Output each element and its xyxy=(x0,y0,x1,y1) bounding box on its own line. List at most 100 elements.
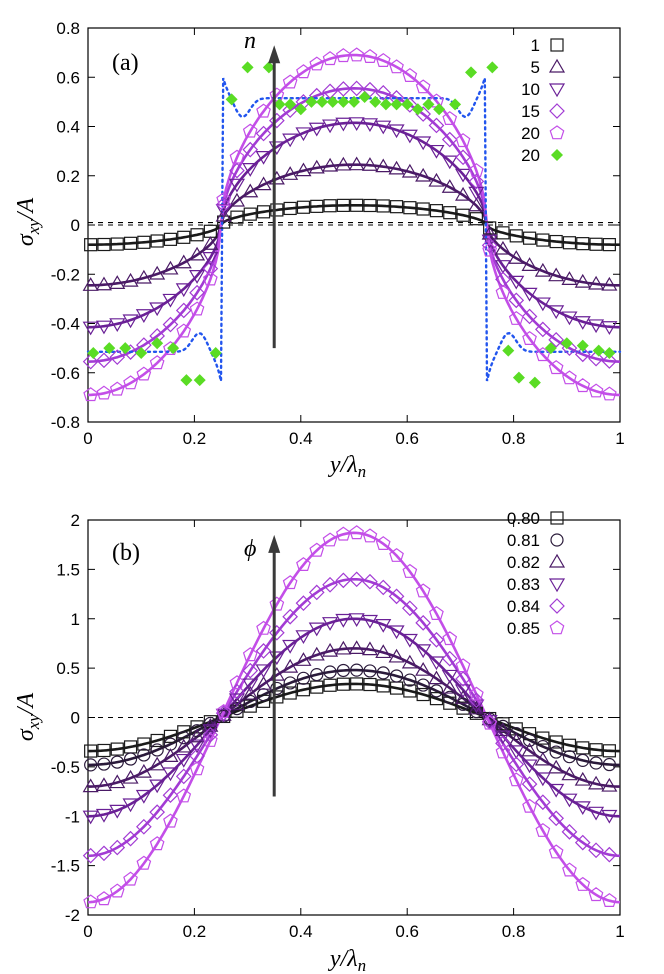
data-point xyxy=(349,525,365,540)
data-point xyxy=(375,120,392,135)
data-point xyxy=(509,726,523,741)
data-point xyxy=(349,47,365,62)
legend-label: 20 xyxy=(521,124,540,143)
data-point xyxy=(323,678,337,692)
data-point xyxy=(228,192,246,207)
data-point xyxy=(576,237,590,251)
data-point xyxy=(375,84,392,101)
data-point xyxy=(202,252,219,266)
data-point xyxy=(242,647,258,662)
data-point xyxy=(270,681,284,696)
data-point xyxy=(270,690,284,704)
green-data-point xyxy=(284,98,297,111)
data-point xyxy=(535,321,551,338)
data-point xyxy=(522,231,537,245)
data-point xyxy=(255,676,272,690)
data-point xyxy=(109,883,125,898)
data-point xyxy=(415,583,431,598)
data-point xyxy=(97,757,111,771)
data-point xyxy=(95,276,113,291)
data-point xyxy=(82,847,99,864)
data-point xyxy=(296,64,311,79)
data-point xyxy=(508,772,524,787)
data-point xyxy=(162,787,179,804)
data-point xyxy=(82,353,99,370)
data-point xyxy=(535,822,551,837)
y-tick-label: 0.8 xyxy=(56,19,80,38)
data-point xyxy=(335,156,352,171)
data-point xyxy=(508,275,525,290)
data-point xyxy=(322,157,339,172)
data-point xyxy=(455,671,471,687)
data-point xyxy=(588,842,604,859)
data-point xyxy=(310,199,324,213)
data-point xyxy=(175,753,192,768)
panel-b: 0 0.2 0.4 0.6 0.8 1-2-1.5-1-0.500.511.52 0.80… xyxy=(13,509,625,974)
green-data-point xyxy=(209,347,222,360)
panel-a-ylabel: σxy/A xyxy=(13,198,43,247)
data-point xyxy=(401,633,418,648)
green-data-point xyxy=(337,95,350,108)
data-point xyxy=(175,302,192,319)
data-point xyxy=(109,275,126,289)
data-point xyxy=(508,745,525,760)
y-tick-label: 0.6 xyxy=(56,68,80,87)
data-point xyxy=(549,735,563,749)
data-point xyxy=(589,237,603,251)
data-point xyxy=(269,87,285,102)
data-point xyxy=(588,319,605,334)
legend-label: 0.81 xyxy=(507,531,540,550)
data-point xyxy=(428,117,445,134)
data-point xyxy=(589,756,603,770)
green-data-point xyxy=(348,95,360,108)
y-tick-label: 1 xyxy=(71,610,80,629)
green-data-point xyxy=(225,93,238,106)
green-data-point xyxy=(576,339,589,352)
data-point xyxy=(242,141,259,158)
data-point xyxy=(82,810,99,825)
data-point xyxy=(588,350,604,367)
data-point xyxy=(163,729,178,743)
data-point xyxy=(109,381,125,396)
data-point xyxy=(455,168,472,183)
data-point xyxy=(296,557,311,572)
data-point xyxy=(270,203,284,217)
data-point xyxy=(295,630,312,645)
data-point xyxy=(589,743,603,757)
data-point xyxy=(322,532,338,547)
data-point xyxy=(335,613,352,628)
legend-label: 0.84 xyxy=(507,597,540,616)
data-point xyxy=(336,198,350,212)
data-point xyxy=(149,756,166,771)
data-point xyxy=(255,643,272,659)
data-point xyxy=(402,67,418,83)
data-point xyxy=(123,752,138,766)
data-point xyxy=(468,173,485,190)
y-tick-label: -1 xyxy=(65,807,80,826)
data-point xyxy=(494,722,512,737)
data-point xyxy=(388,625,405,640)
data-point xyxy=(176,323,192,338)
data-point xyxy=(283,201,297,216)
data-point xyxy=(256,620,271,635)
data-point xyxy=(389,59,404,74)
legend-label: 20 xyxy=(521,146,540,165)
data-point xyxy=(575,378,591,393)
data-point xyxy=(389,200,404,214)
data-point xyxy=(348,571,365,588)
data-point xyxy=(242,685,259,700)
green-data-point xyxy=(449,98,462,111)
y-tick-label: -0.6 xyxy=(51,364,80,383)
data-point xyxy=(601,892,617,908)
data-point xyxy=(109,774,126,789)
data-point xyxy=(548,267,565,282)
data-point xyxy=(202,271,218,286)
data-point xyxy=(308,584,325,601)
data-point xyxy=(443,690,457,704)
data-point xyxy=(255,151,272,165)
data-point xyxy=(282,658,299,673)
data-point xyxy=(282,608,299,625)
data-point xyxy=(389,669,404,683)
data-point xyxy=(323,199,337,213)
panel-a-arrow-label: n xyxy=(244,28,256,54)
